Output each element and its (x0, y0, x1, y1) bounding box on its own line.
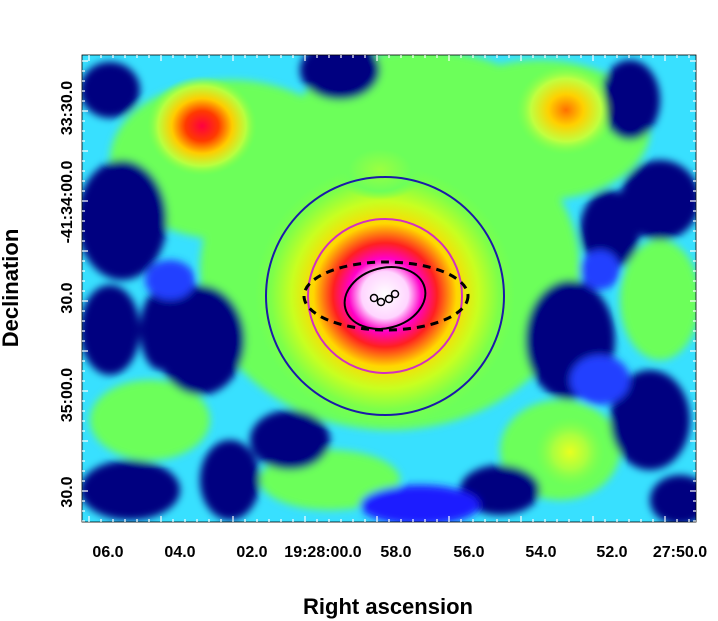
y-tick-label: 35:00.0 (59, 368, 76, 422)
x-tick-label: 27:50.0 (653, 544, 707, 561)
x-tick-label: 56.0 (453, 544, 484, 561)
x-tick-label: 58.0 (380, 544, 411, 561)
y-tick-label: 30.0 (59, 282, 76, 313)
x-tick-label: 54.0 (525, 544, 556, 561)
x-tick-labels: 06.0 04.0 02.0 19:28:00.0 58.0 56.0 54.0… (92, 544, 707, 561)
inner-circle (307, 218, 463, 374)
source-markers (369, 289, 400, 307)
source-marker (384, 294, 394, 304)
source-marker (390, 289, 400, 299)
solid-ellipse (343, 266, 427, 330)
outer-circle (265, 176, 505, 416)
y-tick-label: -41:34:00.0 (59, 161, 76, 244)
heat-map (82, 55, 696, 522)
x-tick-label: 19:28:00.0 (284, 544, 361, 561)
y-axis-label: Declination (0, 229, 23, 348)
x-tick-label: 52.0 (596, 544, 627, 561)
y-tick-labels: 33:30.0 -41:34:00.0 30.0 35:00.0 30.0 (59, 81, 76, 508)
source-marker (376, 297, 386, 307)
dashed-ellipse (302, 260, 470, 332)
x-tick-label: 04.0 (164, 544, 195, 561)
x-axis-label: Right ascension (303, 594, 473, 619)
tick-marks (82, 55, 696, 522)
x-tick-label: 02.0 (236, 544, 267, 561)
y-tick-label: 33:30.0 (59, 81, 76, 135)
x-tick-label: 06.0 (92, 544, 123, 561)
y-tick-label: 30.0 (59, 476, 76, 507)
source-marker (369, 293, 379, 303)
